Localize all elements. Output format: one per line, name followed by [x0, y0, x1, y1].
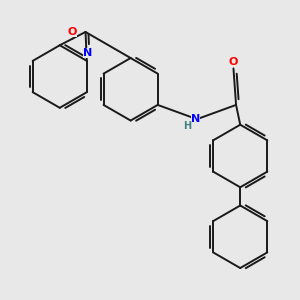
Text: O: O [229, 57, 238, 67]
Text: N: N [83, 48, 92, 58]
Text: H: H [183, 122, 192, 131]
Text: N: N [191, 114, 200, 124]
Text: O: O [68, 27, 77, 37]
